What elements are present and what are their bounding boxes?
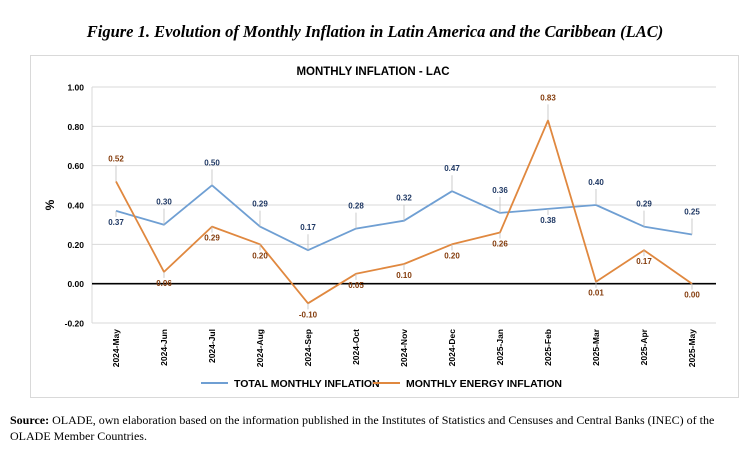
total-data-label: 0.38	[540, 216, 556, 225]
x-tick-label: 2024-Oct	[351, 329, 361, 365]
x-tick-label: 2025-Feb	[543, 329, 553, 366]
energy-data-label: 0.20	[252, 251, 268, 260]
total-data-label: 0.29	[636, 200, 652, 209]
y-tick-label: 0.40	[67, 201, 84, 211]
total-data-label: 0.29	[252, 200, 268, 209]
source-note: Source: OLADE, own elaboration based on …	[10, 412, 745, 444]
x-tick-label: 2024-Aug	[255, 329, 265, 367]
energy-data-label: 0.00	[684, 291, 700, 300]
chart-frame	[30, 55, 739, 398]
total-data-label: 0.47	[444, 164, 460, 173]
energy-data-label: 0.01	[588, 289, 604, 298]
x-tick-label: 2025-Apr	[639, 328, 649, 365]
legend-label-total: TOTAL MONTHLY INFLATION	[234, 378, 380, 390]
source-label: Source:	[10, 413, 50, 427]
x-tick-label: 2024-Sep	[303, 329, 313, 366]
x-tick-label: 2025-May	[687, 329, 697, 368]
energy-data-label: 0.17	[636, 257, 652, 266]
total-data-label: 0.32	[396, 194, 412, 203]
x-tick-label: 2024-Dec	[447, 329, 457, 367]
legend-label-energy: MONTHLY ENERGY INFLATION	[406, 378, 562, 390]
x-tick-label: 2024-Nov	[399, 329, 409, 367]
energy-data-label: 0.29	[204, 234, 220, 243]
total-data-label: 0.25	[684, 208, 700, 217]
x-tick-label: 2024-Jun	[159, 329, 169, 366]
total-data-label: 0.36	[492, 186, 508, 195]
energy-data-label: 0.05	[348, 281, 364, 290]
total-data-label: 0.30	[156, 198, 172, 207]
x-tick-label: 2024-May	[111, 329, 121, 368]
energy-data-label: 0.52	[108, 154, 124, 163]
source-text: OLADE, own elaboration based on the info…	[10, 413, 715, 443]
y-tick-label: -0.20	[65, 319, 85, 329]
figure-title: Figure 1. Evolution of Monthly Inflation…	[86, 22, 664, 41]
x-tick-label: 2025-Jan	[495, 329, 505, 365]
total-data-label: 0.37	[108, 218, 124, 227]
total-data-label: 0.17	[300, 223, 316, 232]
y-tick-label: 0.60	[67, 161, 84, 171]
y-tick-label: 0.00	[67, 279, 84, 289]
energy-data-label: 0.06	[156, 279, 172, 288]
total-data-label: 0.40	[588, 178, 604, 187]
energy-data-label: 0.83	[540, 93, 556, 102]
total-data-label: 0.28	[348, 202, 364, 211]
energy-data-label: 0.10	[396, 271, 412, 280]
chart-title: MONTHLY INFLATION - LAC	[296, 66, 449, 78]
energy-data-label: -0.10	[299, 310, 318, 319]
energy-data-label: 0.26	[492, 240, 508, 249]
energy-data-label: 0.20	[444, 251, 460, 260]
y-tick-label: 0.80	[67, 122, 84, 132]
x-tick-label: 2024-Jul	[207, 329, 217, 363]
x-tick-label: 2025-Mar	[591, 328, 601, 366]
y-tick-label: 1.00	[67, 83, 84, 93]
y-axis-label: %	[43, 199, 57, 210]
y-tick-label: 0.20	[67, 240, 84, 250]
total-data-label: 0.50	[204, 158, 220, 167]
